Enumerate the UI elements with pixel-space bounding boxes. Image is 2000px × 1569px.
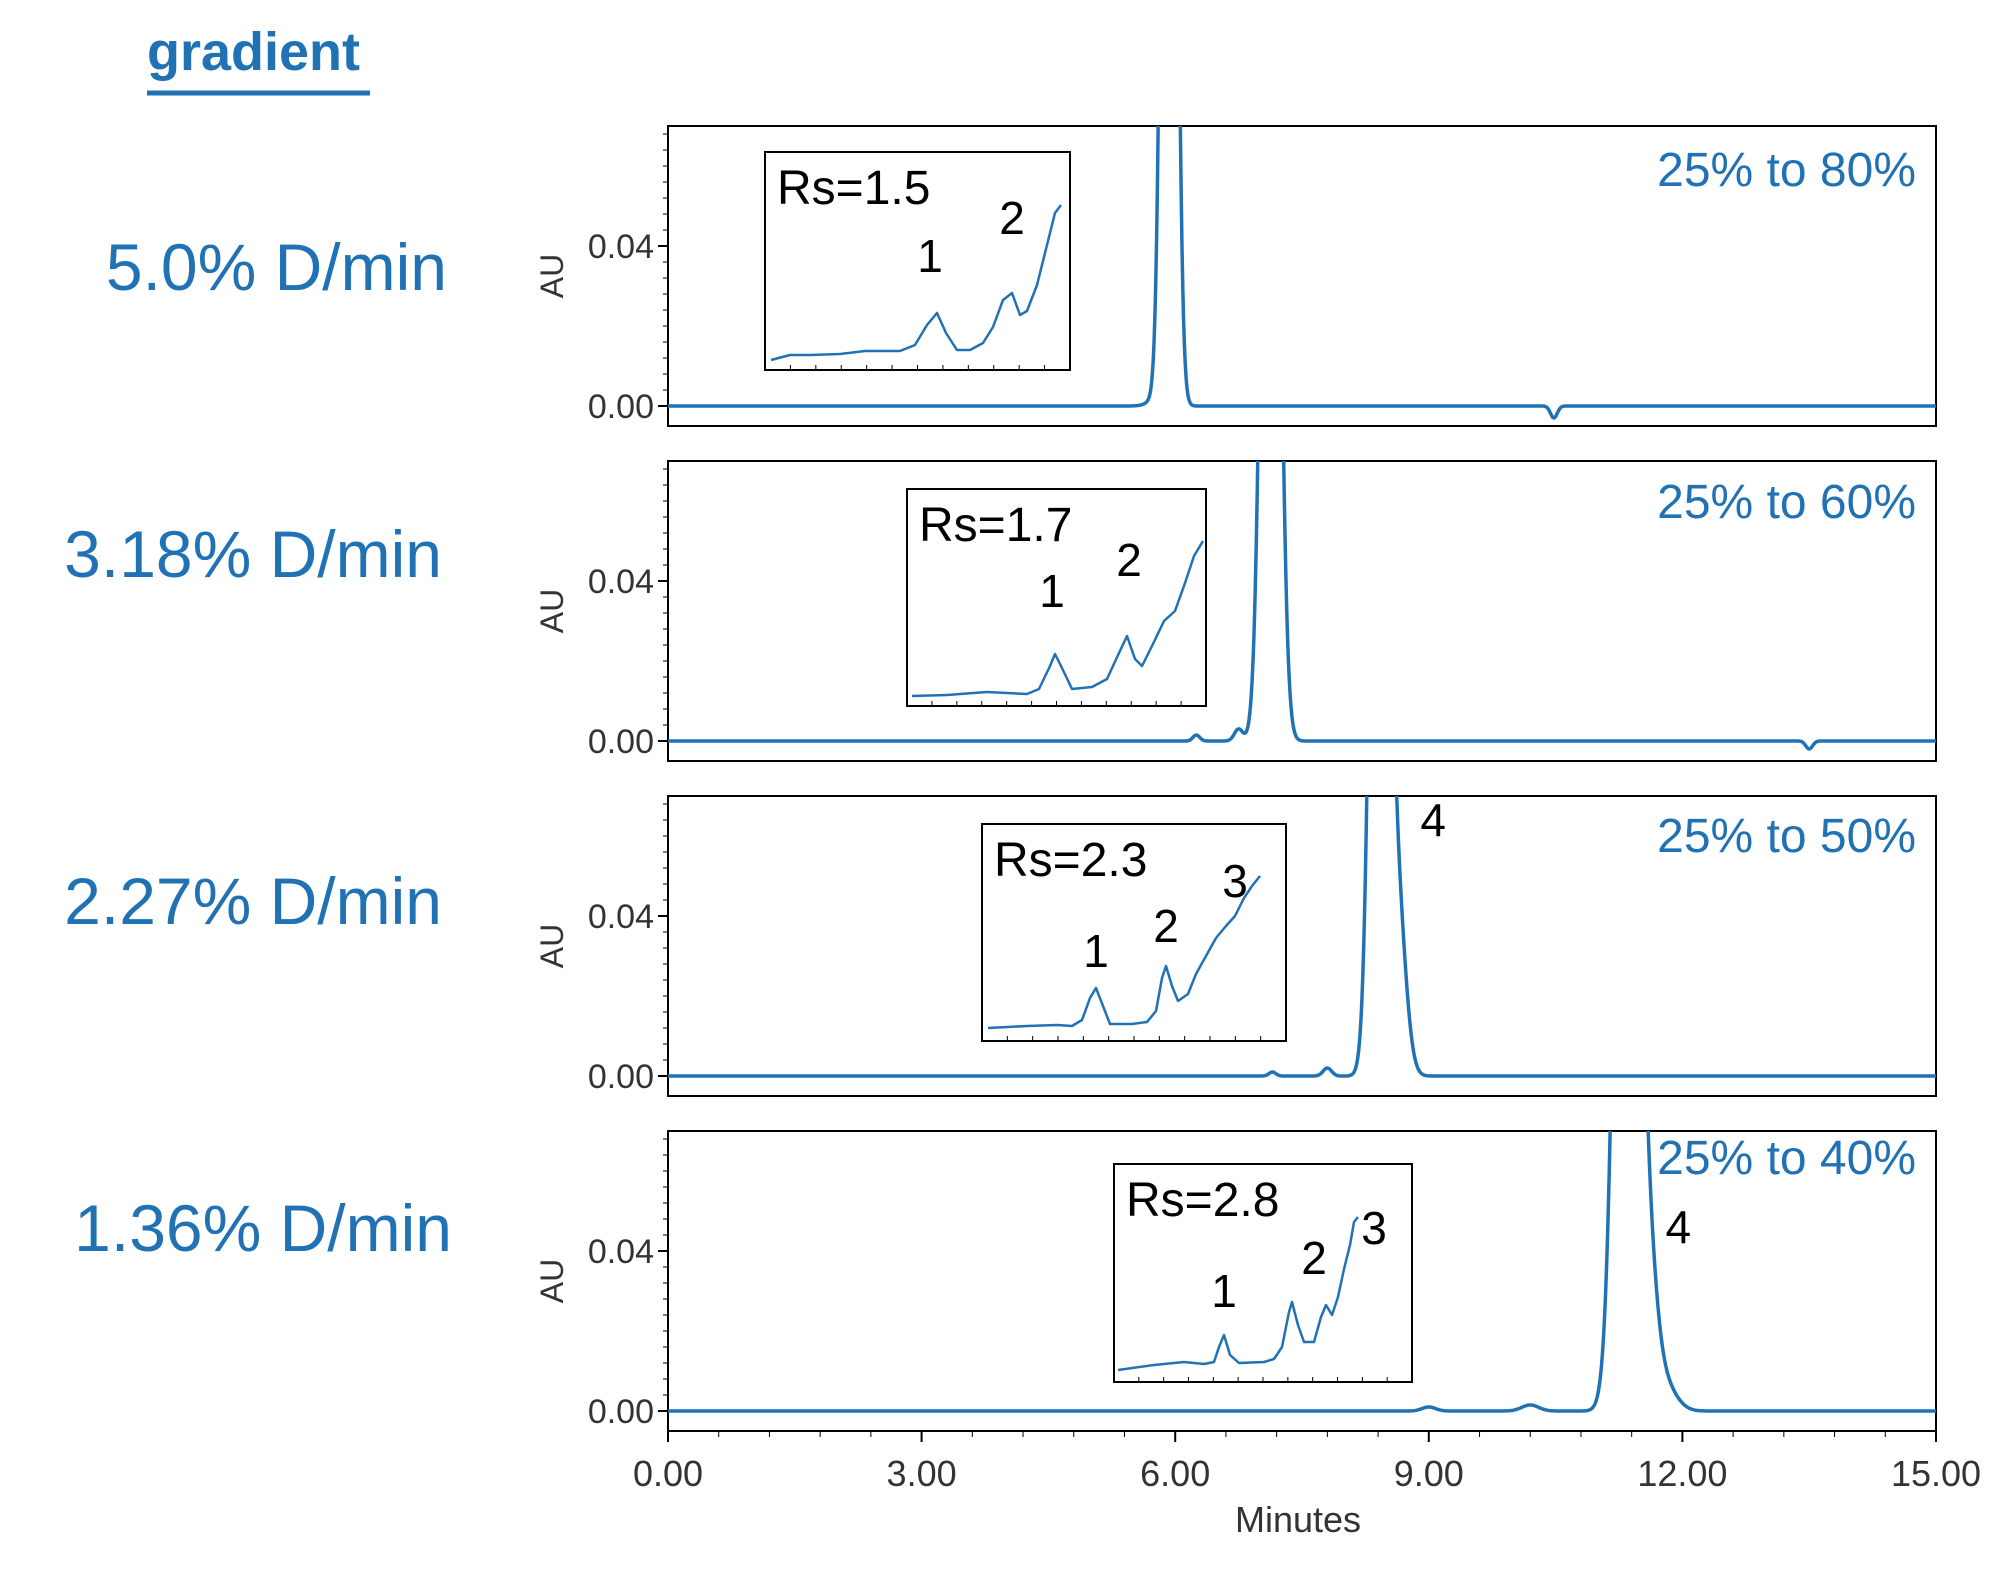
chromatogram-trace bbox=[668, 796, 1936, 1078]
header-title: gradient bbox=[147, 22, 360, 82]
chromatogram-panel: 2.27% D/min 0.04 0.00 AU 25% to 50% 4 Rs=2.3 1 2… bbox=[64, 794, 1937, 1097]
inset-trace bbox=[770, 204, 1062, 362]
y-tick-label: 0.00 bbox=[588, 723, 654, 761]
gradient-range-label: 25% to 50% bbox=[1657, 810, 1916, 863]
x-tick-label: 6.00 bbox=[1140, 1453, 1210, 1494]
x-tick-label: 0.00 bbox=[633, 1453, 703, 1494]
inset-zoom: Rs=1.5 1 2 bbox=[764, 151, 1071, 371]
inset-trace bbox=[1117, 1216, 1359, 1372]
inset-peak-label: 3 bbox=[1222, 855, 1248, 907]
inset-zoom: Rs=1.7 12 bbox=[906, 488, 1207, 707]
y-tick-label: 0.04 bbox=[588, 228, 654, 266]
y-tick-label: 0.00 bbox=[588, 388, 654, 426]
y-tick-label: 0.04 bbox=[588, 898, 654, 936]
y-tick-label: 0.04 bbox=[588, 1233, 654, 1271]
y-axis-label: AU bbox=[534, 1259, 570, 1303]
chromatogram-trace bbox=[668, 461, 1936, 751]
inset-peak-label: 1 bbox=[1211, 1265, 1237, 1317]
resolution-label: Rs=1.7 bbox=[919, 499, 1072, 552]
inset-peak-label: 1 bbox=[917, 230, 943, 282]
inset-trace bbox=[987, 875, 1261, 1030]
x-axis: 0.00 3.00 6.00 9.00 12.00 15.00 bbox=[633, 1431, 1981, 1494]
peak-number-label: 4 bbox=[1665, 1201, 1691, 1253]
row-label: 5.0% D/min bbox=[106, 230, 447, 304]
y-axis-label: AU bbox=[534, 254, 570, 298]
inset-peak-label: 1 bbox=[1083, 925, 1109, 977]
inset-zoom: Rs=2.8 1 23 bbox=[1113, 1163, 1413, 1383]
inset-peak-label: 2 bbox=[1301, 1232, 1327, 1284]
inset-frame bbox=[1113, 1163, 1413, 1383]
inset-peak-label: 2 bbox=[1116, 534, 1142, 586]
resolution-label: Rs=1.5 bbox=[777, 162, 930, 215]
x-axis-label: Minutes bbox=[1235, 1499, 1361, 1540]
chromatogram-trace bbox=[668, 1131, 1936, 1413]
x-tick-label: 12.00 bbox=[1637, 1453, 1727, 1494]
chromatogram-panel: 1.36% D/min 0.04 0.00 AU 25% to 40% 4 Rs=2.8 1 2… bbox=[74, 1130, 1937, 1432]
y-axis-label: AU bbox=[534, 589, 570, 633]
inset-frame bbox=[906, 488, 1207, 707]
gradient-range-label: 25% to 40% bbox=[1657, 1132, 1916, 1185]
x-tick-label: 15.00 bbox=[1891, 1453, 1981, 1494]
chromatogram-panel: 3.18% D/min 0.04 0.00 AU 25% to 60% Rs=1.7 12 bbox=[64, 460, 1937, 762]
resolution-label: Rs=2.8 bbox=[1126, 1174, 1279, 1227]
row-label: 1.36% D/min bbox=[74, 1191, 452, 1265]
y-tick-label: 0.00 bbox=[588, 1393, 654, 1431]
inset-zoom: Rs=2.3 1 23 bbox=[981, 823, 1287, 1042]
chromatogram-panel: 5.0% D/min 0.04 0.00 AU 25% to 80% Rs=1.5 1 2 bbox=[106, 125, 1937, 427]
y-tick-label: 0.00 bbox=[588, 1058, 654, 1096]
gradient-range-label: 25% to 60% bbox=[1657, 476, 1916, 529]
x-tick-label: 3.00 bbox=[887, 1453, 957, 1494]
plot-frame bbox=[667, 795, 1937, 1097]
inset-trace bbox=[911, 540, 1205, 698]
inset-peak-label: 2 bbox=[999, 192, 1025, 244]
row-label: 3.18% D/min bbox=[64, 517, 442, 591]
y-tick-label: 0.04 bbox=[588, 563, 654, 601]
inset-peak-label: 3 bbox=[1361, 1202, 1387, 1254]
chromatogram-trace bbox=[668, 126, 1936, 420]
y-axis-label: AU bbox=[534, 924, 570, 968]
inset-peak-label: 1 bbox=[1039, 565, 1065, 617]
inset-frame bbox=[981, 823, 1287, 1042]
resolution-label: Rs=2.3 bbox=[994, 834, 1147, 887]
plot-frame bbox=[667, 460, 1937, 762]
inset-peak-label: 2 bbox=[1153, 900, 1179, 952]
peak-number-label: 4 bbox=[1420, 794, 1446, 846]
gradient-range-label: 25% to 80% bbox=[1657, 144, 1916, 197]
row-label: 2.27% D/min bbox=[64, 864, 442, 938]
x-tick-label: 9.00 bbox=[1394, 1453, 1464, 1494]
